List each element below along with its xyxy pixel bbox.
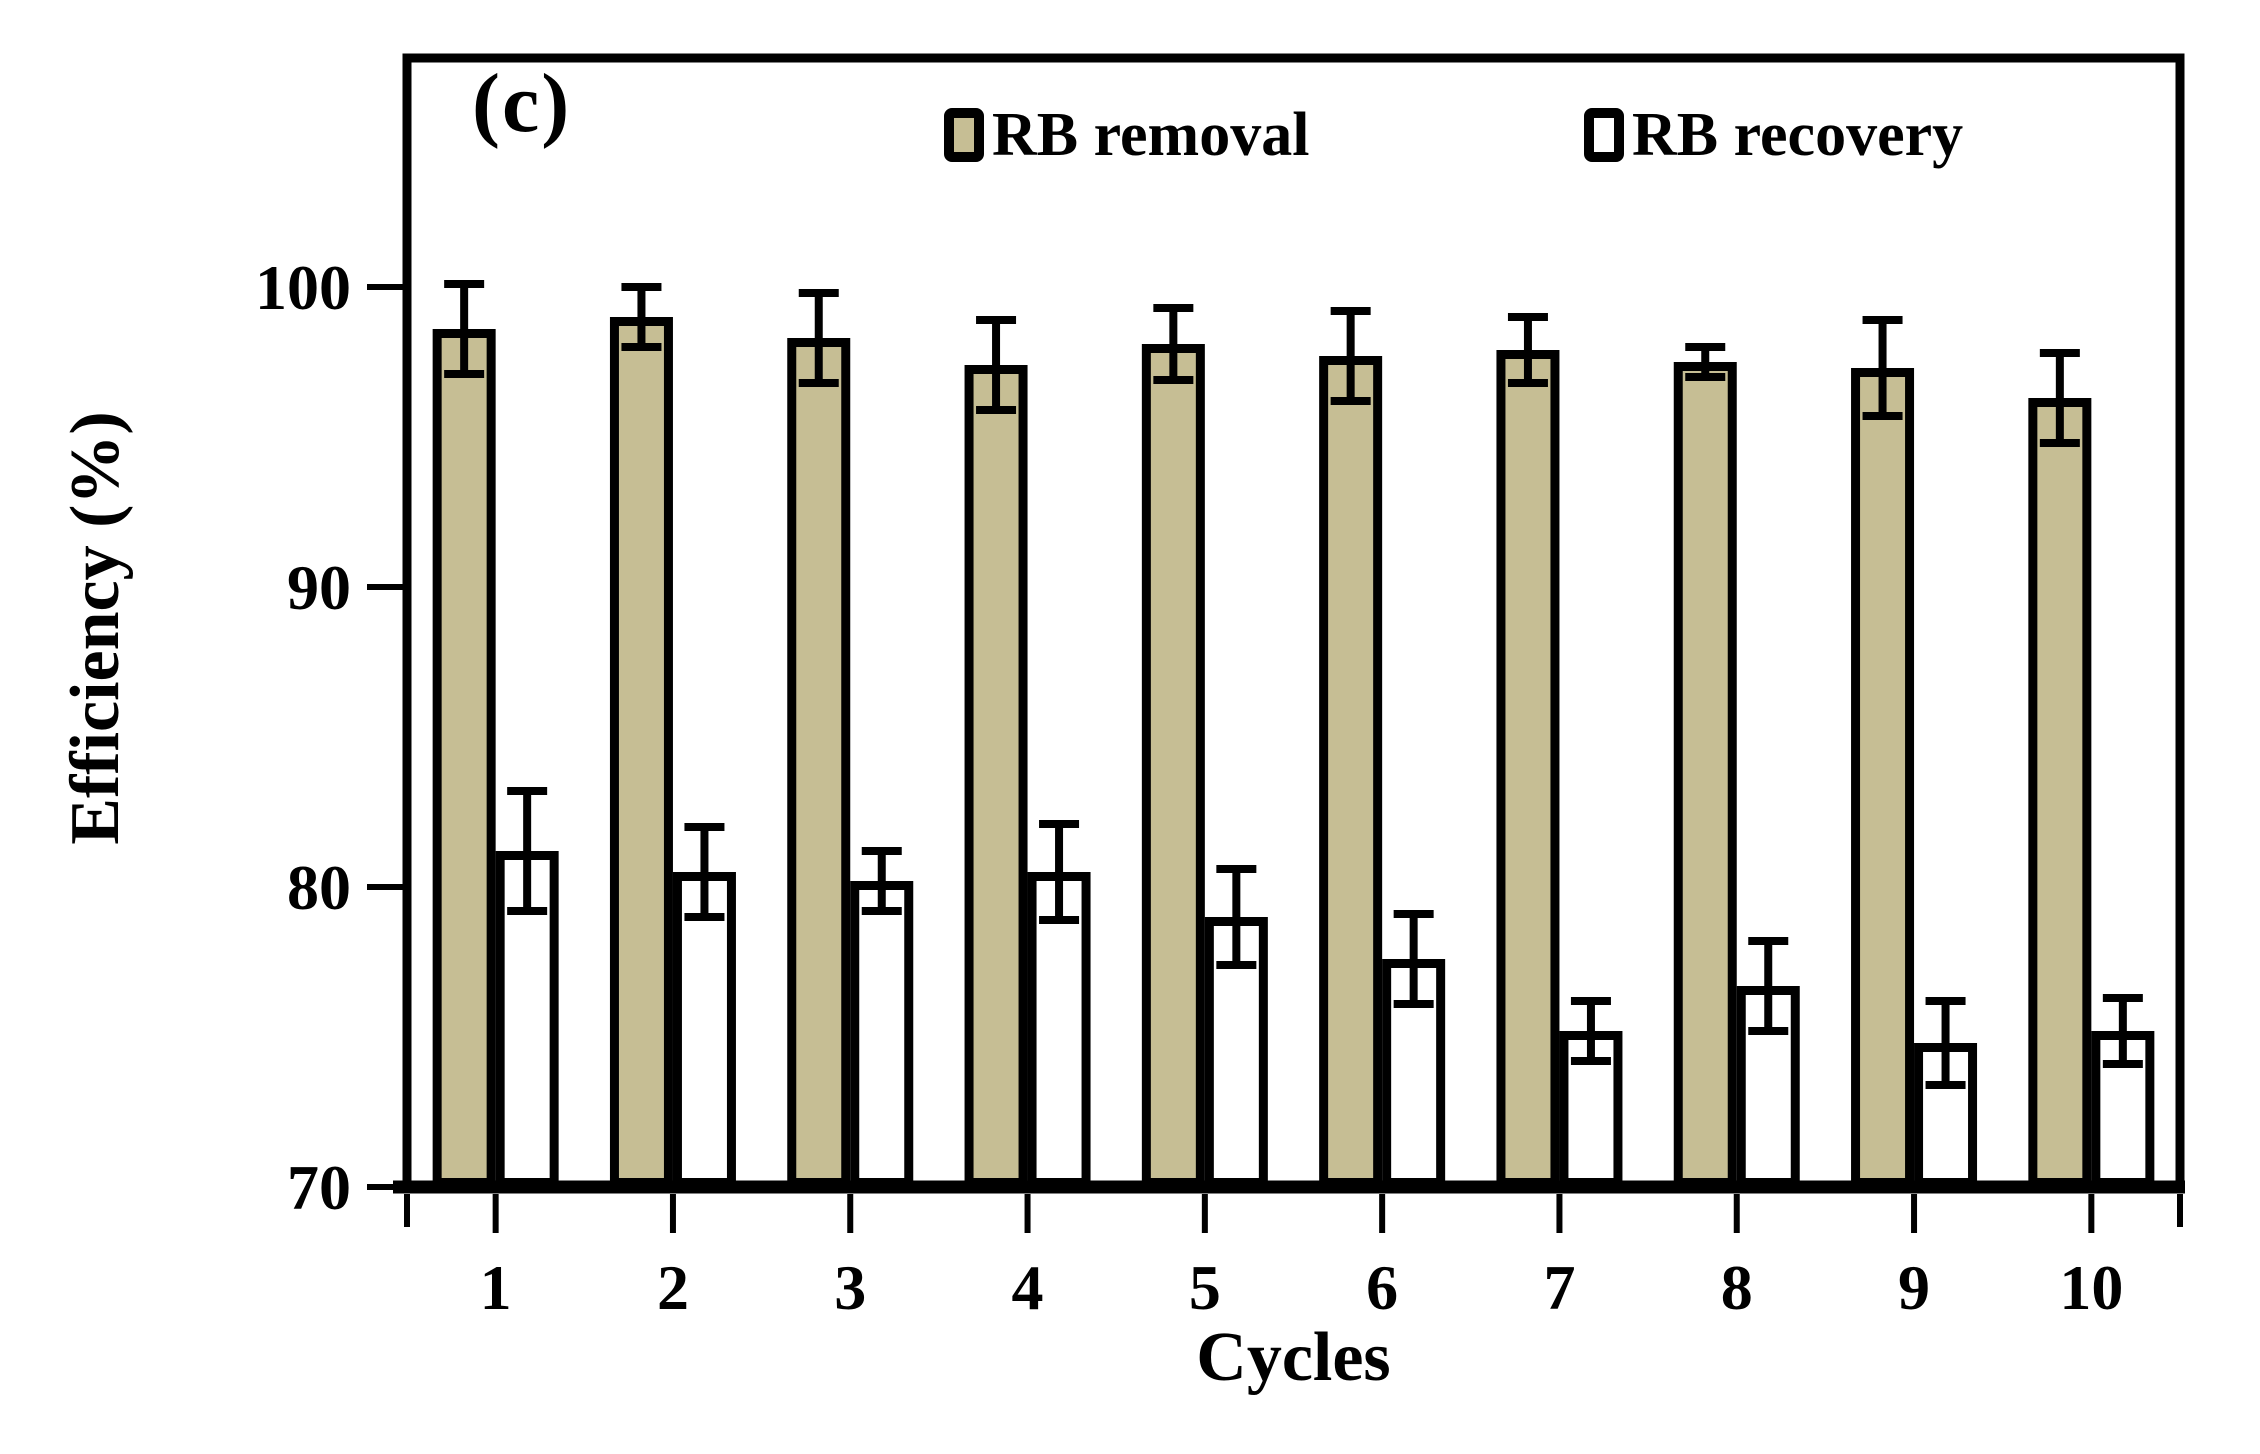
panel-label: (c): [472, 57, 572, 150]
svg-text:3: 3: [834, 1252, 866, 1323]
legend-swatch-removal-icon: [944, 108, 984, 162]
svg-text:10: 10: [2059, 1252, 2123, 1323]
svg-text:4: 4: [1012, 1252, 1044, 1323]
svg-text:9: 9: [1898, 1252, 1930, 1323]
svg-text:1: 1: [480, 1252, 512, 1323]
svg-text:7: 7: [1543, 1252, 1575, 1323]
legend-label-rb-recovery: RB recovery: [1632, 101, 1964, 169]
svg-text:70: 70: [287, 1152, 351, 1223]
svg-text:90: 90: [287, 552, 351, 623]
legend-label-rb-removal: RB removal: [992, 101, 1310, 169]
svg-text:8: 8: [1721, 1252, 1753, 1323]
legend-swatch-recovery-icon: [1584, 108, 1624, 162]
y-axis-title: Efficiency (%): [57, 411, 134, 845]
svg-text:2: 2: [657, 1252, 689, 1323]
svg-text:80: 80: [287, 852, 351, 923]
svg-text:6: 6: [1366, 1252, 1398, 1323]
svg-text:100: 100: [255, 252, 351, 323]
svg-text:5: 5: [1189, 1252, 1221, 1323]
legend-item-rb-removal: RB removal: [944, 104, 1309, 166]
x-axis-title: Cycles: [1196, 1319, 1391, 1396]
legend-item-rb-recovery: RB recovery: [1584, 104, 1963, 166]
